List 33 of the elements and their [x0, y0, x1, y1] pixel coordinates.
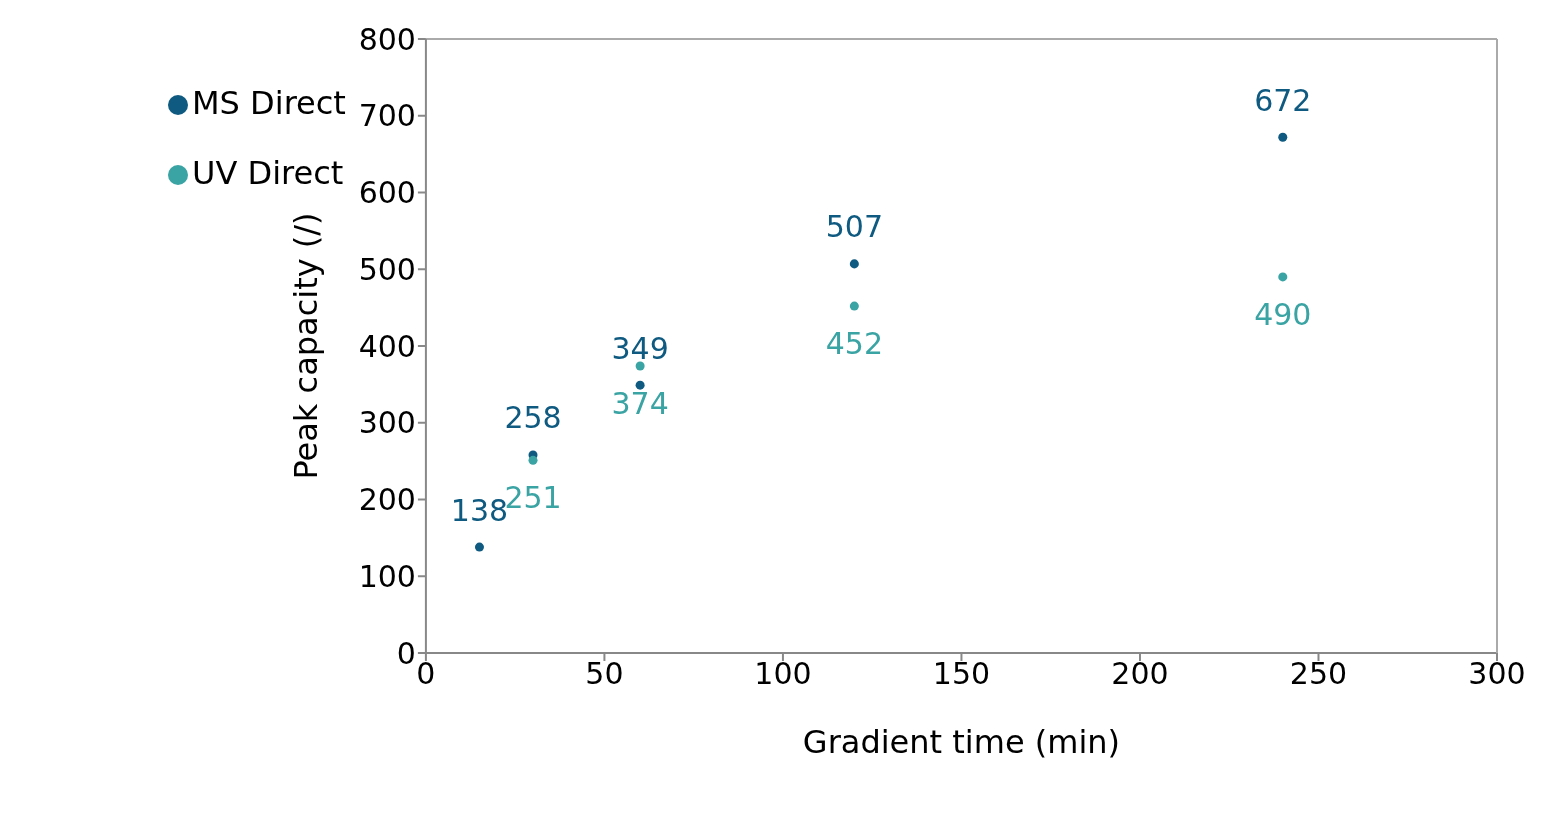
x-tick-label: 100 [754, 656, 812, 692]
y-axis-title: Peak capacity (/) [287, 212, 326, 480]
y-tick-label: 500 [358, 251, 416, 287]
y-tick-label: 300 [358, 405, 416, 441]
data-label: 507 [825, 209, 883, 245]
point [635, 361, 645, 371]
data-label: 672 [1254, 82, 1312, 118]
point [1278, 132, 1288, 142]
data-label: 374 [611, 385, 669, 421]
y-tick-label: 200 [358, 482, 416, 518]
point [635, 380, 645, 390]
data-label: 258 [504, 400, 562, 436]
legend-label: UV Direct [192, 154, 344, 192]
point [1278, 272, 1288, 282]
y-tick-label: 600 [358, 175, 416, 211]
x-tick-label: 150 [932, 656, 991, 692]
data-label: 490 [1254, 296, 1312, 332]
y-tick-label: 700 [358, 98, 416, 134]
x-tick-label: 200 [1111, 656, 1169, 692]
y-tick-label: 100 [358, 558, 416, 594]
x-tick-label: 250 [1289, 656, 1348, 692]
y-tick-label: 400 [358, 328, 416, 364]
x-tick-label: 300 [1468, 656, 1526, 692]
data-label: 349 [611, 330, 669, 366]
x-axis-title: Gradient time (min) [802, 723, 1121, 761]
legend-label: MS Direct [192, 84, 346, 122]
y-tick-label: 800 [358, 21, 416, 57]
point [528, 455, 538, 465]
point [849, 259, 859, 269]
data-label: 452 [825, 325, 883, 361]
point [849, 301, 859, 311]
point [474, 542, 484, 552]
x-tick-label: 50 [585, 656, 624, 692]
